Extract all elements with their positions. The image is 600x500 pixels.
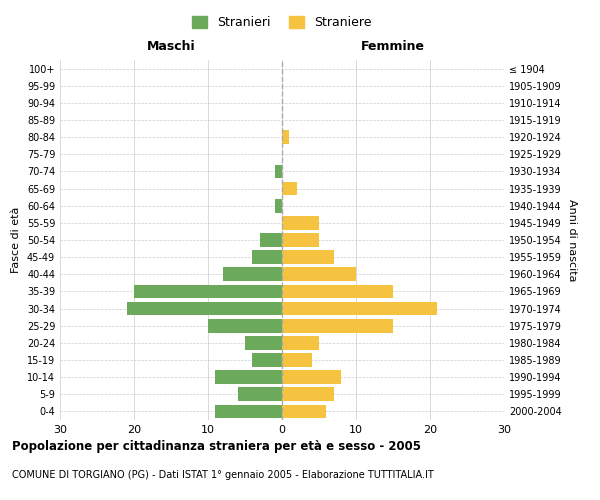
Bar	[275, 164, 282, 178]
Bar	[253, 250, 282, 264]
Y-axis label: Fasce di età: Fasce di età	[11, 207, 21, 273]
Bar	[282, 388, 334, 401]
Bar	[282, 284, 393, 298]
Bar	[275, 199, 282, 212]
Bar	[127, 302, 282, 316]
Bar	[245, 336, 282, 349]
Y-axis label: Anni di nascita: Anni di nascita	[567, 198, 577, 281]
Bar	[282, 404, 326, 418]
Bar	[253, 353, 282, 367]
Text: Popolazione per cittadinanza straniera per età e sesso - 2005: Popolazione per cittadinanza straniera p…	[12, 440, 421, 453]
Bar	[238, 388, 282, 401]
Bar	[215, 404, 282, 418]
Bar	[282, 130, 289, 144]
Text: Femmine: Femmine	[361, 40, 425, 53]
Bar	[223, 268, 282, 281]
Legend: Stranieri, Straniere: Stranieri, Straniere	[187, 11, 377, 34]
Bar	[282, 182, 297, 196]
Bar	[282, 216, 319, 230]
Bar	[215, 370, 282, 384]
Bar	[282, 250, 334, 264]
Text: Maschi: Maschi	[146, 40, 196, 53]
Bar	[282, 336, 319, 349]
Bar	[282, 302, 437, 316]
Bar	[282, 353, 311, 367]
Bar	[282, 370, 341, 384]
Bar	[208, 319, 282, 332]
Bar	[282, 319, 393, 332]
Bar	[282, 233, 319, 247]
Bar	[282, 268, 356, 281]
Text: COMUNE DI TORGIANO (PG) - Dati ISTAT 1° gennaio 2005 - Elaborazione TUTTITALIA.I: COMUNE DI TORGIANO (PG) - Dati ISTAT 1° …	[12, 470, 434, 480]
Bar	[134, 284, 282, 298]
Bar	[260, 233, 282, 247]
